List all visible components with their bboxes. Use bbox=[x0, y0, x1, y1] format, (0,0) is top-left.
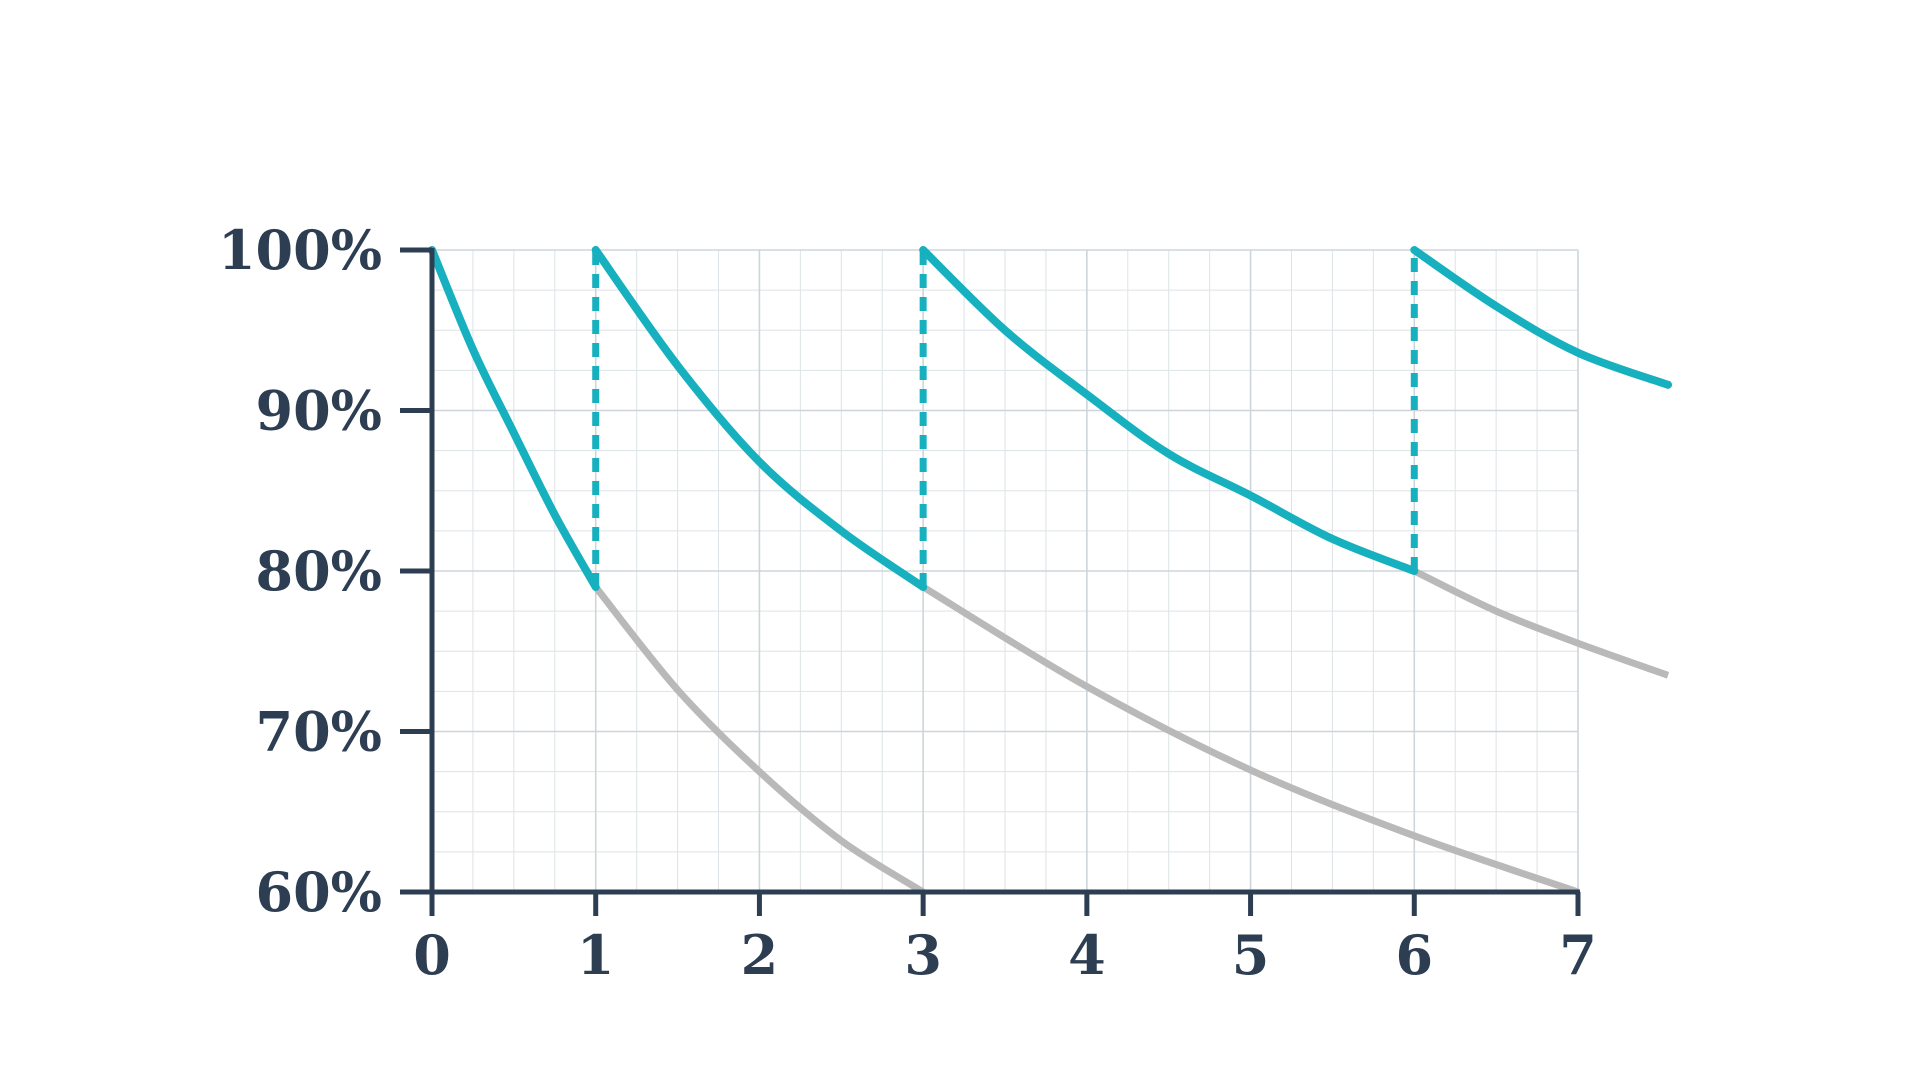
x-tick-label: 2 bbox=[741, 923, 779, 987]
forgetting-curve-line bbox=[921, 584, 1580, 896]
y-tick-label: 100% bbox=[218, 218, 382, 282]
forgetting-curve-line bbox=[1412, 567, 1670, 679]
y-tick-label: 80% bbox=[256, 539, 382, 603]
retention-curve-line bbox=[919, 246, 1419, 575]
y-tick-label: 60% bbox=[256, 860, 382, 924]
retention-curve-line bbox=[1410, 246, 1673, 389]
x-tick-label: 0 bbox=[413, 923, 451, 987]
y-tick-label: 70% bbox=[256, 700, 382, 764]
x-tick-label: 6 bbox=[1395, 923, 1433, 987]
x-tick-label: 3 bbox=[904, 923, 942, 987]
x-tick-label: 4 bbox=[1068, 923, 1106, 987]
x-tick-label: 5 bbox=[1232, 923, 1270, 987]
retention-curve-line bbox=[591, 246, 928, 592]
series-layer bbox=[428, 246, 1673, 896]
x-tick-label: 7 bbox=[1559, 923, 1597, 987]
forgetting-curve-line bbox=[592, 584, 926, 895]
x-tick-label: 1 bbox=[577, 923, 615, 987]
y-ticks: 100% 90% 80% 70% 60% bbox=[218, 218, 432, 924]
retention-curve-line bbox=[428, 246, 600, 592]
y-tick-label: 90% bbox=[256, 379, 382, 443]
x-ticks: 0 1 2 3 4 5 6 7 bbox=[413, 892, 1597, 987]
